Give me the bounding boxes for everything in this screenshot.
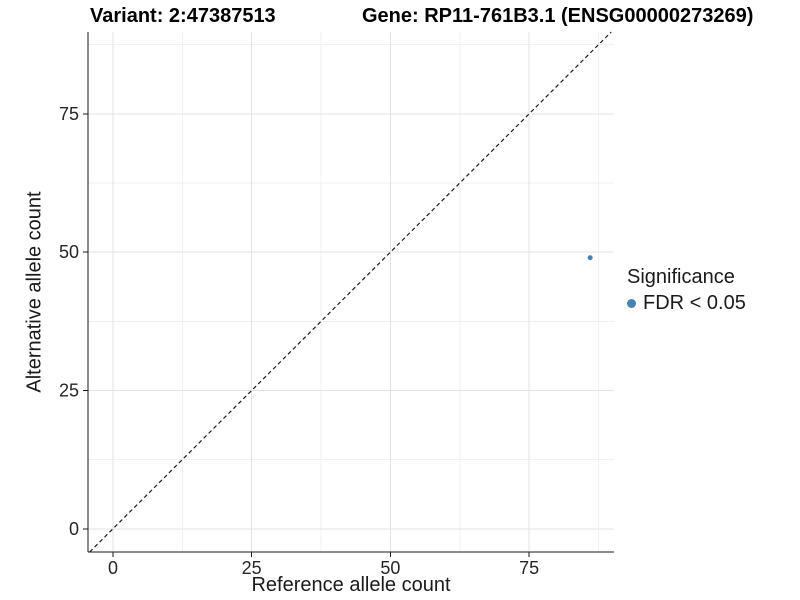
- legend-point-icon: [627, 299, 636, 308]
- legend-title: Significance: [627, 266, 735, 288]
- x-axis-title: Reference allele count: [251, 574, 451, 596]
- y-axis-title: Alternative allele count: [23, 191, 46, 393]
- variant-title: Variant: 2:47387513: [90, 5, 276, 27]
- data-point: [587, 255, 593, 261]
- y-tick-label: 25: [59, 380, 79, 400]
- identity-reference-line: [89, 31, 612, 553]
- gene-title: Gene: RP11-761B3.1 (ENSG00000273269): [362, 5, 754, 27]
- legend-item-label: FDR < 0.05: [643, 292, 746, 314]
- x-tick-label: 75: [519, 558, 539, 578]
- y-tick-label: 75: [59, 104, 79, 124]
- y-tick-label: 0: [69, 519, 79, 539]
- y-tick-label: 50: [59, 242, 79, 262]
- x-tick-label: 0: [108, 558, 118, 578]
- x-tick-label: 25: [242, 558, 262, 578]
- x-tick-label: 50: [380, 558, 400, 578]
- legend: Significance FDR < 0.05: [627, 266, 746, 315]
- legend-item: FDR < 0.05: [627, 292, 746, 315]
